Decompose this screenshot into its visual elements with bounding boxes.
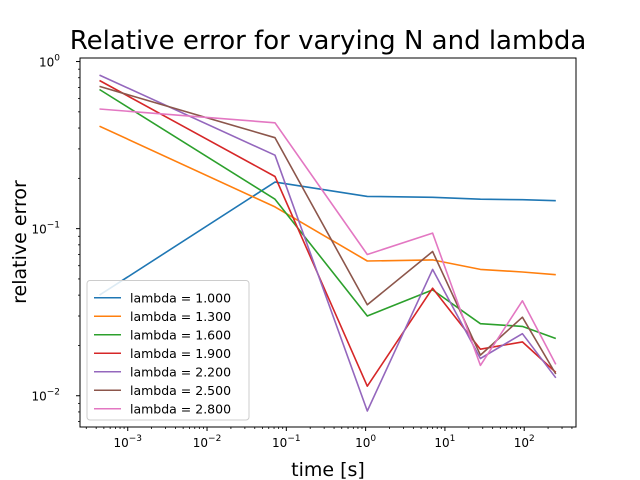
series-line-7 xyxy=(99,108,557,367)
x-axis-label: time [s] xyxy=(291,459,365,480)
x-tick-label: 100 xyxy=(355,434,376,450)
legend-entry-label: lambda = 1.300 xyxy=(130,309,231,324)
legend-entry-label: lambda = 1.900 xyxy=(130,346,231,361)
x-tick-label: 10−1 xyxy=(272,434,301,450)
legend-box xyxy=(86,280,250,421)
series-line-6 xyxy=(99,85,557,375)
axis-ticks: 10−3 10−2 10−1 100 101 102 10−2 10−1 100 xyxy=(31,54,573,450)
x-tick-label: 101 xyxy=(434,434,455,450)
series-line-3 xyxy=(99,88,557,340)
y-tick-label: 10−2 xyxy=(31,388,60,404)
axes-frame xyxy=(79,57,577,428)
legend-entry-label: lambda = 2.800 xyxy=(130,401,231,416)
y-axis-label: relative error xyxy=(9,180,31,304)
legend-entry-label: lambda = 2.500 xyxy=(130,383,231,398)
x-tick-label: 102 xyxy=(514,434,535,450)
chart-title: Relative error for varying N and lambda xyxy=(70,26,587,56)
plot-area xyxy=(99,74,557,412)
series-line-1 xyxy=(99,181,556,296)
series-line-4 xyxy=(99,79,557,388)
legend-entry-label: lambda = 1.000 xyxy=(130,290,231,305)
legend: lambda = 1.000 lambda = 1.300 lambda = 1.6… xyxy=(86,280,250,421)
x-tick-label: 10−3 xyxy=(113,434,142,450)
y-tick-label: 10−1 xyxy=(31,221,60,237)
y-tick-label: 100 xyxy=(39,54,60,70)
series-line-2 xyxy=(99,125,556,276)
legend-entry-label: lambda = 2.200 xyxy=(130,364,231,379)
x-tick-label: 10−2 xyxy=(193,434,222,450)
legend-entry-label: lambda = 1.600 xyxy=(130,327,231,342)
series-line-5 xyxy=(99,74,557,412)
